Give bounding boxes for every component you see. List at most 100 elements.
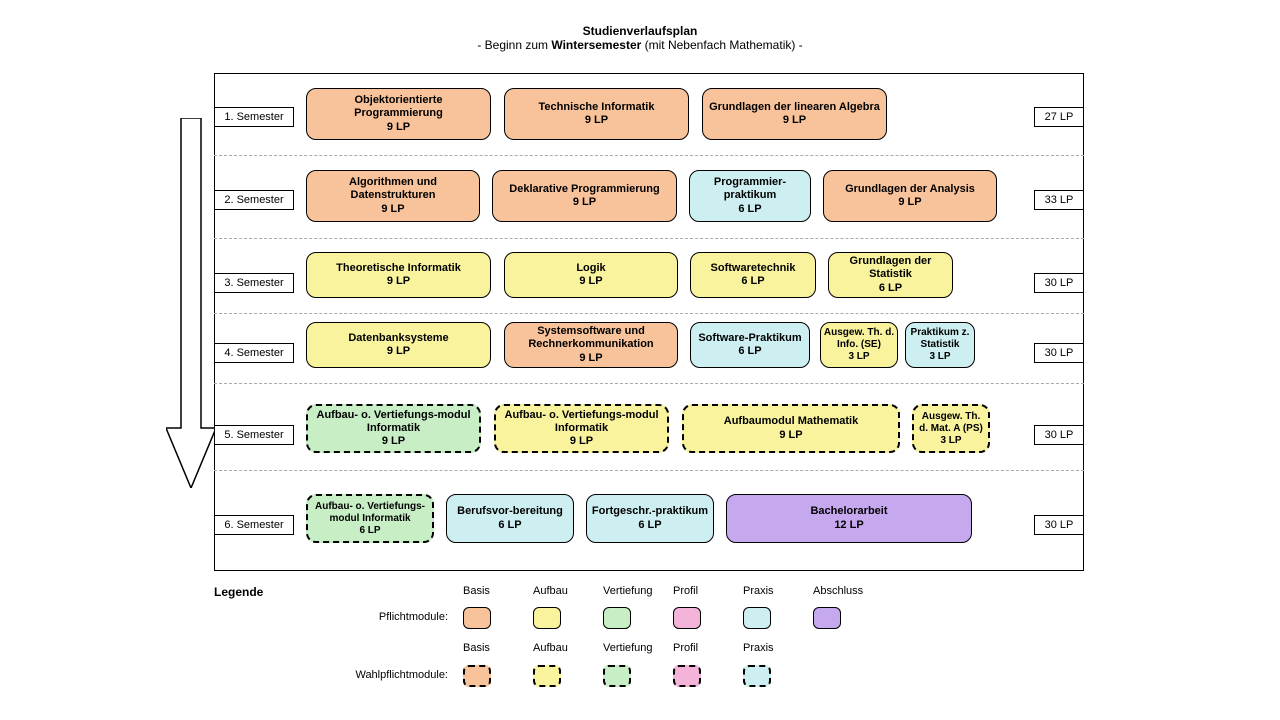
legend-swatch <box>463 607 491 629</box>
legend-swatch <box>463 665 491 687</box>
legend-title: Legende <box>214 585 263 599</box>
module-lp: 6 LP <box>741 275 764 288</box>
title-sub-prefix: - Beginn zum <box>477 38 551 52</box>
lp-total-label: 30 LP <box>1034 273 1084 293</box>
module-lp: 9 LP <box>579 275 602 288</box>
module-name: Algorithmen und Datenstrukturen <box>309 176 477 202</box>
module-lp: 6 LP <box>498 519 521 532</box>
semester-label: 1. Semester <box>214 107 294 127</box>
legend-col-label: Profil <box>673 585 698 597</box>
module-name: Aufbaumodul Mathematik <box>724 415 858 428</box>
module-name: Grundlagen der Statistik <box>831 255 950 281</box>
module-name: Ausgew. Th. d. Mat. A (PS) <box>916 411 986 435</box>
module-lp: 9 LP <box>579 352 602 365</box>
module-lp: 9 LP <box>573 196 596 209</box>
module-name: Fortgeschr.-praktikum <box>592 505 708 518</box>
module-box: Praktikum z. Statistik3 LP <box>905 322 975 368</box>
legend-swatch <box>743 607 771 629</box>
module-name: Grundlagen der linearen Algebra <box>709 101 880 114</box>
module-name: Deklarative Programmierung <box>509 183 659 196</box>
title-sub-suffix: (mit Nebenfach Mathematik) - <box>641 38 802 52</box>
legend-swatch <box>673 665 701 687</box>
module-lp: 9 LP <box>381 203 404 216</box>
module-box: Grundlagen der linearen Algebra9 LP <box>702 88 887 140</box>
module-name: Datenbanksysteme <box>348 332 448 345</box>
module-name: Grundlagen der Analysis <box>845 183 975 196</box>
module-lp: 9 LP <box>387 121 410 134</box>
legend-swatch <box>603 665 631 687</box>
module-name: Ausgew. Th. d. Info. (SE) <box>823 327 895 351</box>
semester-label: 4. Semester <box>214 343 294 363</box>
title-sub: - Beginn zum Wintersemester (mit Nebenfa… <box>0 38 1280 52</box>
module-name: Softwaretechnik <box>711 262 796 275</box>
module-name: Aufbau- o. Vertiefungs-modul Informatik <box>498 409 665 435</box>
module-lp: 12 LP <box>834 519 863 532</box>
module-box: Technische Informatik9 LP <box>504 88 689 140</box>
module-box: Datenbanksysteme9 LP <box>306 322 491 368</box>
lp-total-label: 27 LP <box>1034 107 1084 127</box>
module-box: Deklarative Programmierung9 LP <box>492 170 677 222</box>
module-name: Programmier-praktikum <box>692 176 808 202</box>
module-box: Berufsvor-bereitung6 LP <box>446 494 574 543</box>
module-box: Systemsoftware und Rechnerkommunikation9… <box>504 322 678 368</box>
module-box: Ausgew. Th. d. Mat. A (PS)3 LP <box>912 404 990 453</box>
semester-label: 3. Semester <box>214 273 294 293</box>
module-box: Aufbau- o. Vertiefungs-modul Informatik9… <box>306 404 481 453</box>
module-box: Programmier-praktikum6 LP <box>689 170 811 222</box>
module-lp: 6 LP <box>738 203 761 216</box>
legend-col-label: Basis <box>463 642 490 654</box>
module-lp: 6 LP <box>638 519 661 532</box>
semester-label: 5. Semester <box>214 425 294 445</box>
module-lp: 9 LP <box>783 114 806 127</box>
legend-swatch <box>673 607 701 629</box>
module-name: Theoretische Informatik <box>336 262 461 275</box>
module-lp: 9 LP <box>387 345 410 358</box>
legend-row-wahlpflicht: Wahlpflichtmodule: <box>328 669 448 681</box>
module-lp: 3 LP <box>940 435 961 447</box>
module-box: Aufbau- o. Vertiefungs-modul Informatik6… <box>306 494 434 543</box>
module-box: Bachelorarbeit12 LP <box>726 494 972 543</box>
legend-col-label: Praxis <box>743 642 774 654</box>
module-name: Bachelorarbeit <box>810 505 887 518</box>
legend-swatch <box>743 665 771 687</box>
legend-col-label: Praxis <box>743 585 774 597</box>
module-name: Objektorientierte Programmierung <box>309 94 488 120</box>
timeline-arrow <box>166 118 216 488</box>
legend-col-label: Basis <box>463 585 490 597</box>
module-lp: 6 LP <box>738 345 761 358</box>
title-main: Studienverlaufsplan <box>0 24 1280 38</box>
semester-label: 6. Semester <box>214 515 294 535</box>
module-box: Fortgeschr.-praktikum6 LP <box>586 494 714 543</box>
module-box: Aufbau- o. Vertiefungs-modul Informatik9… <box>494 404 669 453</box>
module-box: Ausgew. Th. d. Info. (SE)3 LP <box>820 322 898 368</box>
legend-col-label: Aufbau <box>533 642 568 654</box>
row-divider <box>214 383 1084 384</box>
module-box: Aufbaumodul Mathematik9 LP <box>682 404 900 453</box>
module-box: Softwaretechnik6 LP <box>690 252 816 298</box>
lp-total-label: 33 LP <box>1034 190 1084 210</box>
module-box: Logik9 LP <box>504 252 678 298</box>
legend-swatch <box>813 607 841 629</box>
legend-row-pflicht: Pflichtmodule: <box>328 611 448 623</box>
module-name: Praktikum z. Statistik <box>908 327 972 351</box>
semester-label: 2. Semester <box>214 190 294 210</box>
row-divider <box>214 155 1084 156</box>
module-lp: 9 LP <box>585 114 608 127</box>
lp-total-label: 30 LP <box>1034 515 1084 535</box>
module-lp: 6 LP <box>359 525 380 537</box>
module-lp: 9 LP <box>779 429 802 442</box>
module-name: Systemsoftware und Rechnerkommunikation <box>507 325 675 351</box>
module-name: Berufsvor-bereitung <box>457 505 563 518</box>
legend-swatch <box>533 665 561 687</box>
module-name: Aufbau- o. Vertiefungs-modul Informatik <box>310 501 430 525</box>
module-box: Objektorientierte Programmierung9 LP <box>306 88 491 140</box>
row-divider <box>214 313 1084 314</box>
title-sub-bold: Wintersemester <box>551 38 641 52</box>
module-name: Aufbau- o. Vertiefungs-modul Informatik <box>310 409 477 435</box>
lp-total-label: 30 LP <box>1034 425 1084 445</box>
legend-col-label: Vertiefung <box>603 642 653 654</box>
module-name: Technische Informatik <box>539 101 655 114</box>
module-name: Logik <box>576 262 605 275</box>
module-box: Grundlagen der Statistik6 LP <box>828 252 953 298</box>
module-lp: 9 LP <box>382 435 405 448</box>
